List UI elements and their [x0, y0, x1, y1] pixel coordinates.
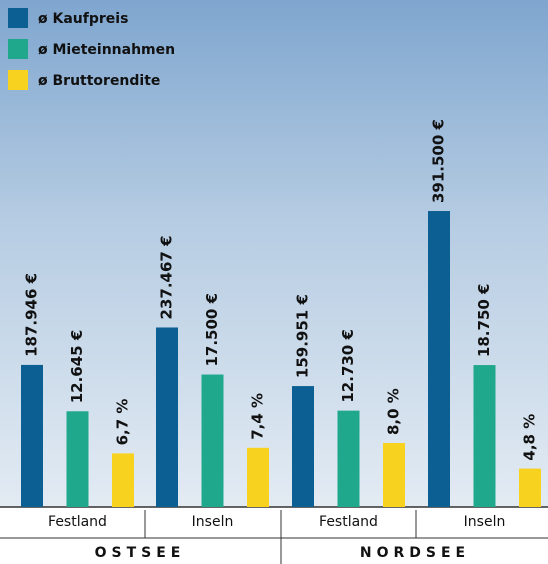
x-tick-label: Festland — [319, 514, 378, 530]
legend-label: ø Kaufpreis — [38, 11, 128, 27]
legend-swatch — [8, 39, 28, 59]
bar — [112, 453, 134, 507]
x-tick-label: Inseln — [192, 514, 234, 530]
legend-swatch — [8, 70, 28, 90]
value-label: 12.645 € — [68, 330, 86, 404]
x-tick-label: Inseln — [464, 514, 506, 530]
group-label: NORDSEE — [360, 545, 470, 561]
bar — [21, 365, 43, 507]
bar — [247, 448, 269, 507]
legend-label: ø Mieteinnahmen — [38, 42, 175, 58]
legend-swatch — [8, 8, 28, 28]
bar — [338, 411, 360, 507]
x-tick-label: Festland — [48, 514, 107, 530]
chart: OSTSEE NORDSEE ø Kaufpreis ø Mieteinnahme… — [0, 0, 548, 564]
bar — [474, 365, 496, 507]
value-label: 4,8 % — [521, 414, 539, 461]
value-label: 12.730 € — [339, 329, 357, 403]
value-label: 8,0 % — [385, 388, 403, 435]
bar — [428, 211, 450, 507]
value-label: 237.467 € — [158, 235, 176, 319]
value-label: 6,7 % — [114, 399, 132, 446]
bar — [383, 443, 405, 507]
page: {"chart_data": {"type": "bar", "categori… — [0, 0, 548, 564]
bar — [156, 327, 178, 507]
value-label: 391.500 € — [430, 119, 448, 203]
bar — [202, 375, 224, 507]
value-label: 7,4 % — [249, 393, 267, 440]
value-label: 17.500 € — [203, 293, 221, 367]
value-label: 18.750 € — [475, 284, 493, 358]
bar — [67, 411, 89, 507]
legend-label: ø Bruttorendite — [38, 73, 160, 89]
value-label: 159.951 € — [294, 294, 312, 378]
value-label: 187.946 € — [23, 273, 41, 357]
group-label: OSTSEE — [95, 545, 186, 561]
bar — [519, 469, 541, 507]
bar — [292, 386, 314, 507]
